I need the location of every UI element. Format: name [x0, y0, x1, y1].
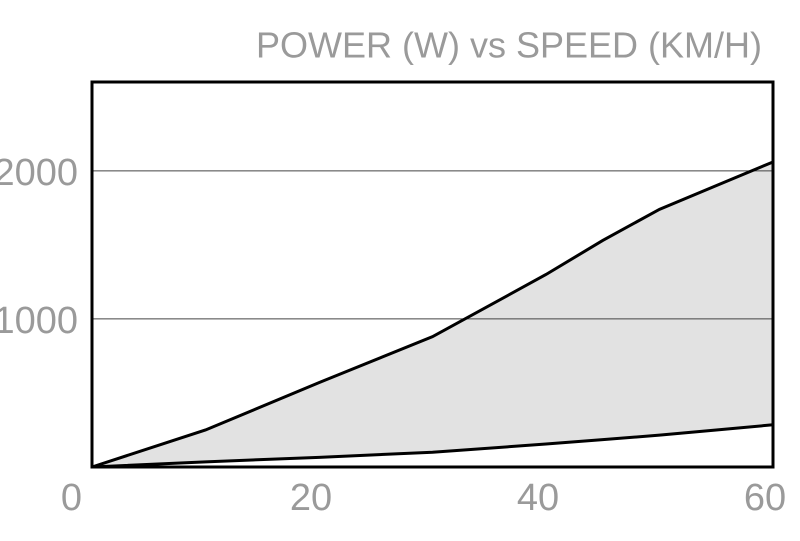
chart-title: POWER (W) vs SPEED (KM/H) [256, 25, 762, 66]
y-tick-label: 2000 [0, 152, 78, 194]
x-tick-label: 40 [517, 477, 559, 519]
line [91, 160, 774, 469]
y-tick-label: 1000 [0, 300, 78, 342]
x-tick-label: 60 [744, 477, 786, 519]
x-tick-label: 20 [290, 477, 332, 519]
area-band [92, 161, 773, 467]
x-tick-label: 0 [61, 477, 82, 519]
line [91, 423, 774, 469]
plot-frame [90, 80, 775, 469]
